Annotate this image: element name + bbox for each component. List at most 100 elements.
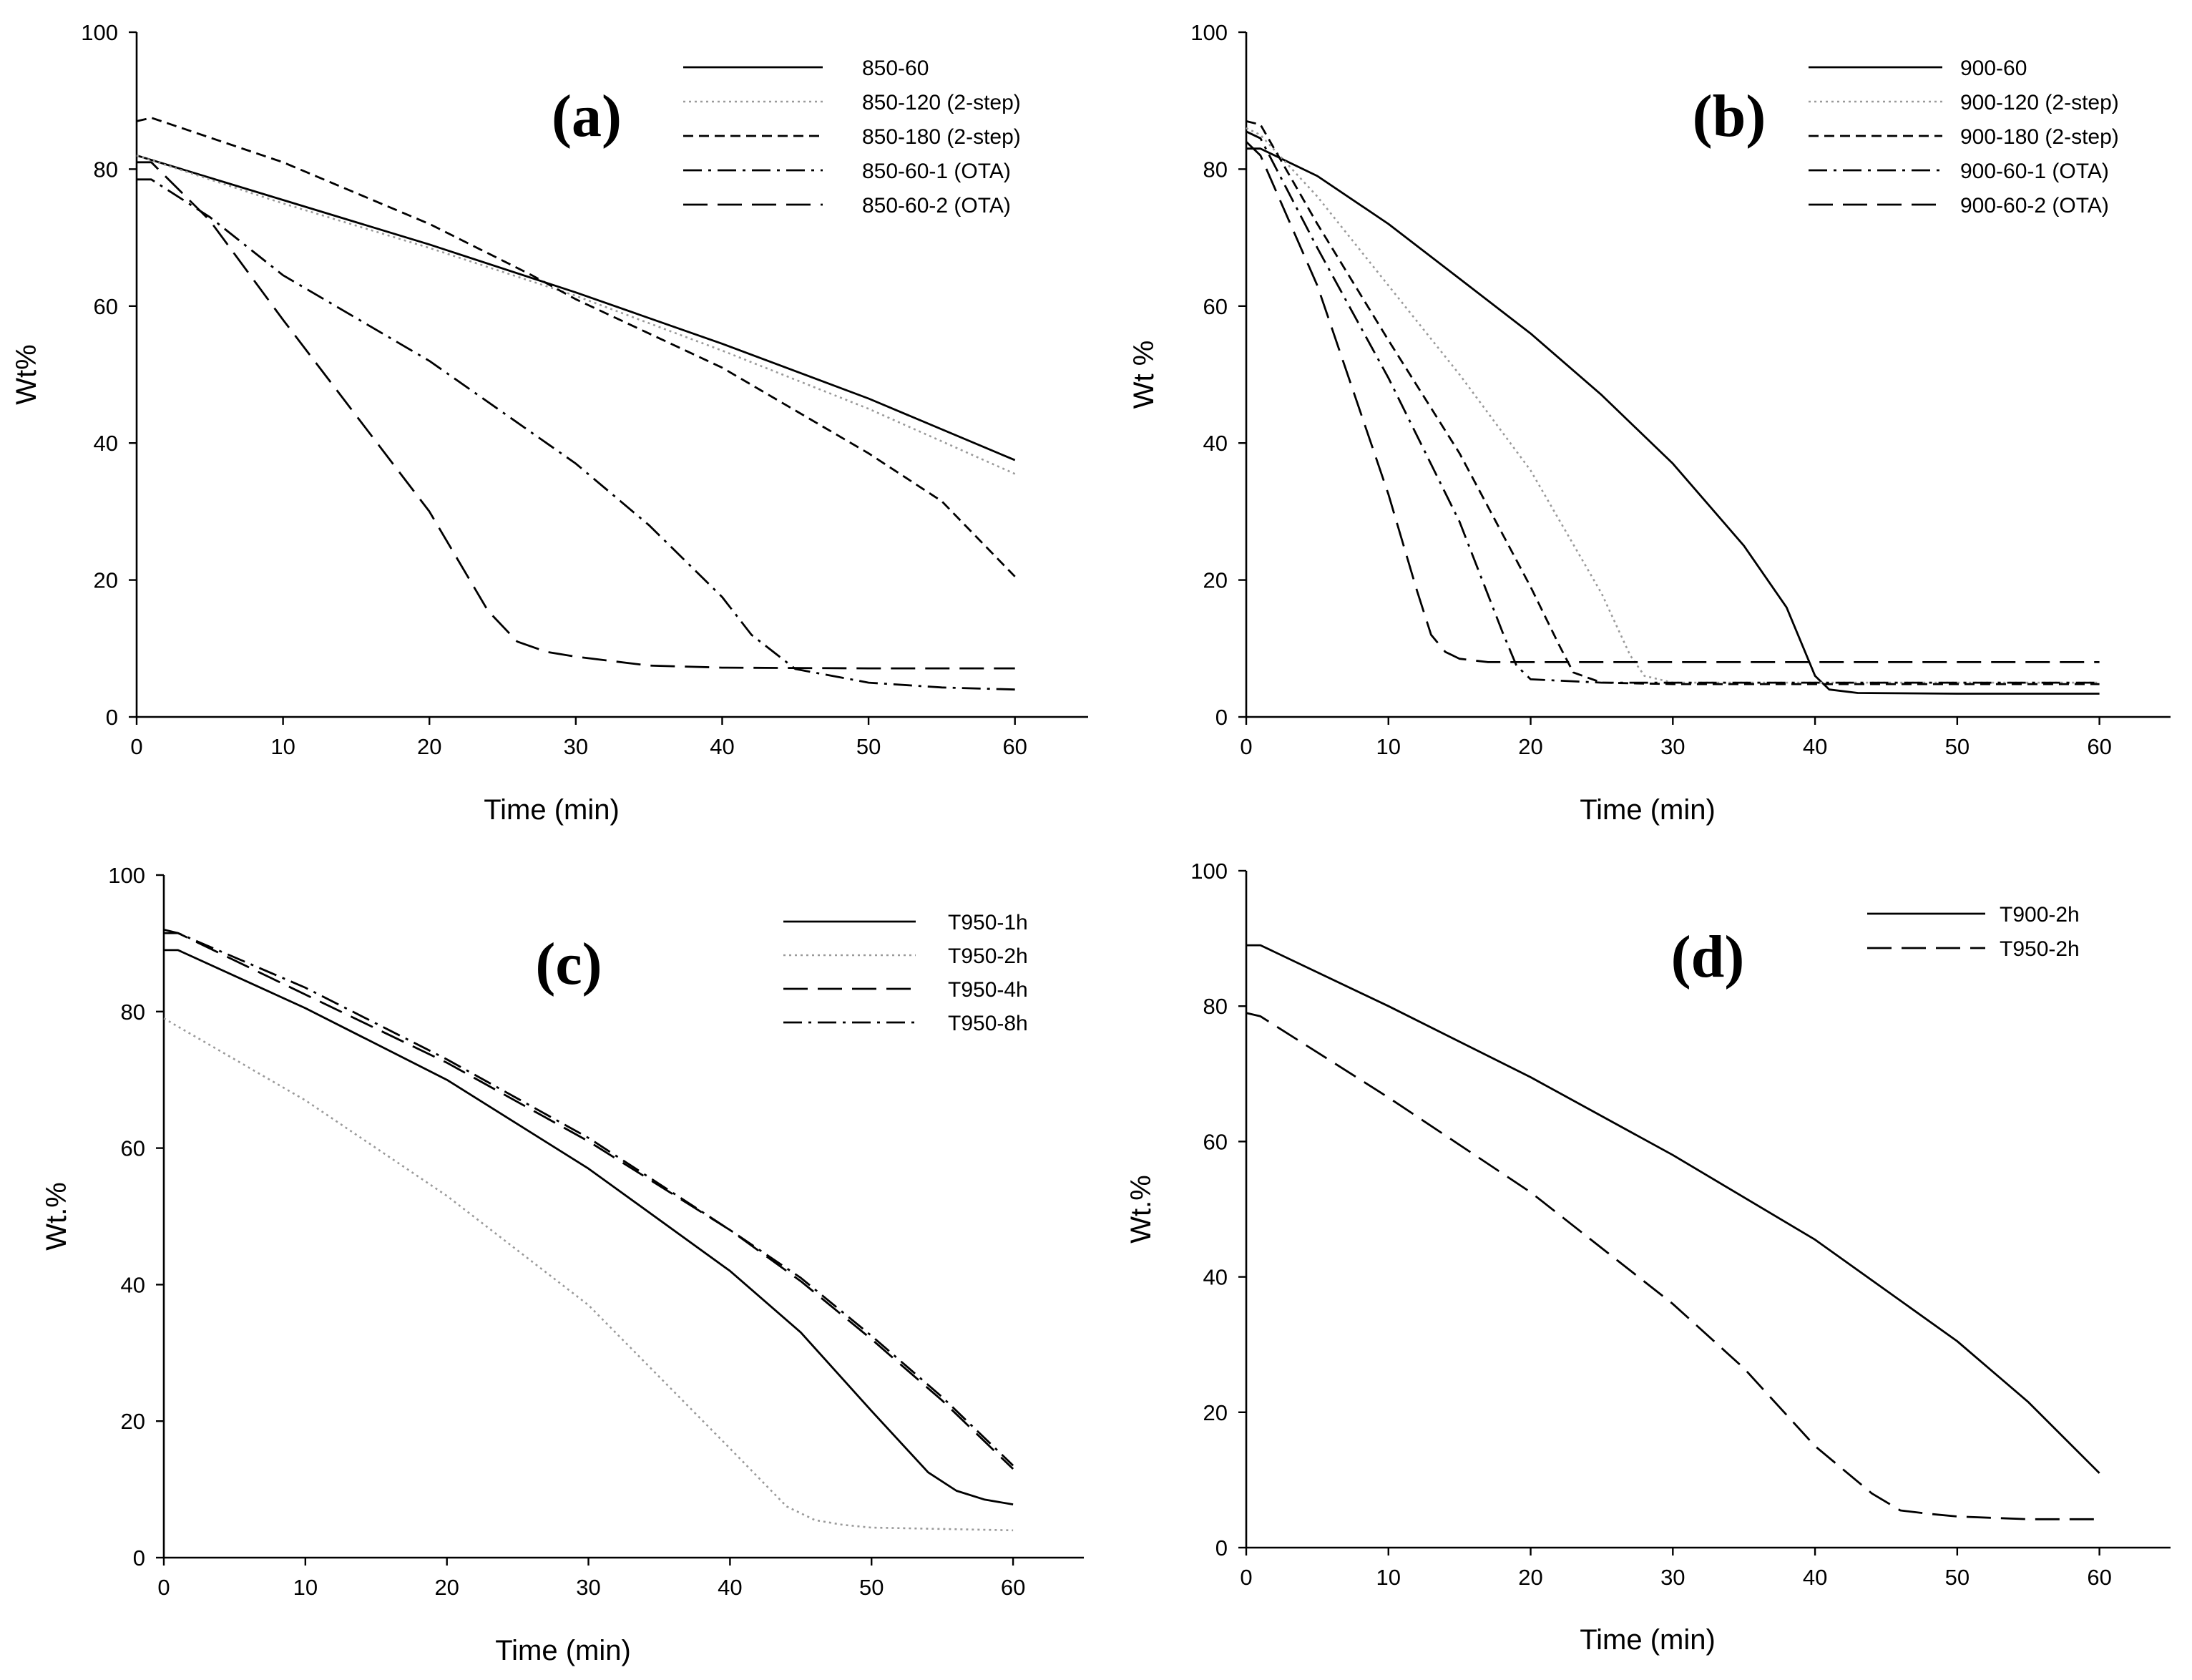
series-line-850-60-1-ota bbox=[137, 178, 1015, 691]
series-line-t950-4h bbox=[164, 932, 1014, 1470]
x-tick-label: 10 bbox=[1376, 1565, 1401, 1590]
y-tick-label: 100 bbox=[1190, 20, 1228, 45]
series-line-850-180-2-step bbox=[136, 117, 1016, 577]
x-axis-title: Time (min) bbox=[484, 794, 620, 826]
x-tick-label: 0 bbox=[1240, 1565, 1252, 1590]
y-axis-title: Wt % bbox=[1128, 341, 1160, 409]
panel-label: (a) bbox=[552, 83, 622, 150]
legend: 850-60 850-120 (2-step) 850-180 (2-step) 85… bbox=[683, 57, 1021, 218]
chart-panel-b: 0 10 20 30 40 50 60 0 20 40 60 80 100 Time (min) Wt % 9… bbox=[1128, 20, 2171, 826]
x-tick-label: 60 bbox=[2087, 734, 2111, 759]
x-tick-label: 50 bbox=[1945, 734, 1970, 759]
chart-panel-a: 0 10 20 30 40 50 60 0 20 40 60 80 100 Time (min) Wt% 85… bbox=[11, 20, 1088, 826]
panel-label: (c) bbox=[535, 931, 602, 997]
x-tick-label: 0 bbox=[157, 1575, 170, 1600]
y-tick-label: 40 bbox=[1203, 1265, 1228, 1290]
x-tick-label: 0 bbox=[130, 734, 142, 759]
x-tick-label: 0 bbox=[1240, 734, 1252, 759]
panel-label: (d) bbox=[1671, 924, 1745, 990]
x-tick-label: 60 bbox=[1001, 1575, 1025, 1600]
series-line-900-60-1-ota bbox=[1246, 130, 2100, 684]
legend-label: 850-120 (2-step) bbox=[862, 91, 1021, 114]
y-tick-label: 60 bbox=[1203, 294, 1228, 319]
x-tick-label: 40 bbox=[710, 734, 734, 759]
series-line-t950-1h bbox=[164, 949, 1014, 1505]
y-tick-label: 20 bbox=[121, 1409, 145, 1434]
x-axis-title: Time (min) bbox=[1580, 1624, 1716, 1656]
legend-label: 900-180 (2-step) bbox=[1960, 125, 2119, 149]
legend: T950-1h T950-2h T950-4h T950-8h bbox=[783, 911, 1028, 1035]
x-tick-label: 30 bbox=[1660, 1565, 1685, 1590]
x-tick-label: 50 bbox=[859, 1575, 884, 1600]
series-line-t950-2h bbox=[163, 1017, 1014, 1532]
legend-label: 900-120 (2-step) bbox=[1960, 91, 2119, 114]
y-tick-label: 20 bbox=[1203, 568, 1228, 593]
x-tick-label: 30 bbox=[564, 734, 588, 759]
y-tick-label: 60 bbox=[1203, 1129, 1228, 1154]
legend-label: T950-2h bbox=[2000, 937, 2080, 961]
y-axis-title: Wt.% bbox=[1125, 1175, 1157, 1244]
x-tick-label: 20 bbox=[1518, 734, 1542, 759]
series-line-850-60-2-ota bbox=[137, 161, 1015, 670]
series-line-900-60-2-ota bbox=[1246, 141, 2100, 663]
series-line-t950-2h bbox=[1246, 1012, 2100, 1520]
y-tick-label: 0 bbox=[106, 705, 118, 730]
y-tick-label: 40 bbox=[121, 1272, 145, 1297]
y-tick-label: 0 bbox=[1215, 705, 1228, 730]
legend-label: 850-60 bbox=[862, 57, 929, 80]
x-tick-label: 10 bbox=[270, 734, 295, 759]
x-axis-title: Time (min) bbox=[1580, 794, 1716, 826]
series-line-900-180-2-step bbox=[1246, 120, 2100, 685]
y-axis-title: Wt.% bbox=[41, 1182, 72, 1251]
y-tick-label: 100 bbox=[108, 863, 145, 888]
legend-label: T950-8h bbox=[948, 1012, 1028, 1035]
x-axis-title: Time (min) bbox=[495, 1635, 631, 1666]
legend-label: 900-60-1 (OTA) bbox=[1960, 160, 2109, 183]
x-tick-label: 40 bbox=[1803, 1565, 1827, 1590]
x-tick-label: 40 bbox=[1803, 734, 1827, 759]
y-tick-label: 40 bbox=[94, 431, 118, 456]
x-tick-label: 30 bbox=[576, 1575, 600, 1600]
y-tick-label: 40 bbox=[1203, 431, 1228, 456]
y-tick-label: 0 bbox=[133, 1545, 145, 1571]
y-axis-title: Wt% bbox=[11, 344, 42, 404]
legend-label: 850-180 (2-step) bbox=[862, 125, 1021, 149]
legend-label: 850-60-2 (OTA) bbox=[862, 194, 1011, 218]
x-tick-label: 20 bbox=[417, 734, 441, 759]
x-tick-label: 40 bbox=[718, 1575, 742, 1600]
legend-label: T950-1h bbox=[948, 911, 1028, 934]
x-tick-label: 10 bbox=[1376, 734, 1401, 759]
y-tick-label: 80 bbox=[1203, 994, 1228, 1019]
series-line-t950-8h bbox=[163, 928, 1014, 1467]
legend-label: 900-60-2 (OTA) bbox=[1960, 194, 2109, 218]
series-line-900-60 bbox=[1246, 147, 2100, 695]
series-line-t900-2h bbox=[1246, 944, 2100, 1474]
y-tick-label: 60 bbox=[94, 294, 118, 319]
x-tick-label: 50 bbox=[1945, 1565, 1970, 1590]
x-tick-label: 10 bbox=[293, 1575, 318, 1600]
x-tick-label: 20 bbox=[1518, 1565, 1542, 1590]
legend-label: T950-4h bbox=[948, 978, 1028, 1002]
y-tick-label: 20 bbox=[1203, 1400, 1228, 1425]
panel-label: (b) bbox=[1693, 83, 1766, 150]
y-tick-label: 20 bbox=[94, 568, 118, 593]
legend: 900-60 900-120 (2-step) 900-180 (2-step) 90… bbox=[1809, 57, 2119, 218]
legend-label: 900-60 bbox=[1960, 57, 2027, 80]
chart-panel-d: 0 10 20 30 40 50 60 0 20 40 60 80 100 Time (min) Wt.% T… bbox=[1125, 859, 2171, 1656]
axes-frame bbox=[162, 875, 1084, 1559]
series-line-850-60 bbox=[136, 154, 1016, 461]
y-tick-label: 60 bbox=[121, 1136, 145, 1161]
chart-panel-c: 0 10 20 30 40 50 60 0 20 40 60 80 100 Time (min) Wt.% T… bbox=[41, 863, 1084, 1666]
y-tick-label: 80 bbox=[1203, 157, 1228, 182]
x-tick-label: 30 bbox=[1660, 734, 1685, 759]
y-tick-label: 100 bbox=[1190, 859, 1228, 884]
x-tick-label: 20 bbox=[434, 1575, 459, 1600]
legend-label: 850-60-1 (OTA) bbox=[862, 160, 1011, 183]
y-tick-label: 80 bbox=[121, 1000, 145, 1025]
x-tick-label: 60 bbox=[2087, 1565, 2111, 1590]
legend-label: T900-2h bbox=[2000, 903, 2080, 927]
y-tick-label: 0 bbox=[1215, 1535, 1228, 1561]
y-tick-label: 80 bbox=[94, 157, 118, 182]
legend: T900-2h T950-2h bbox=[1867, 903, 2080, 961]
